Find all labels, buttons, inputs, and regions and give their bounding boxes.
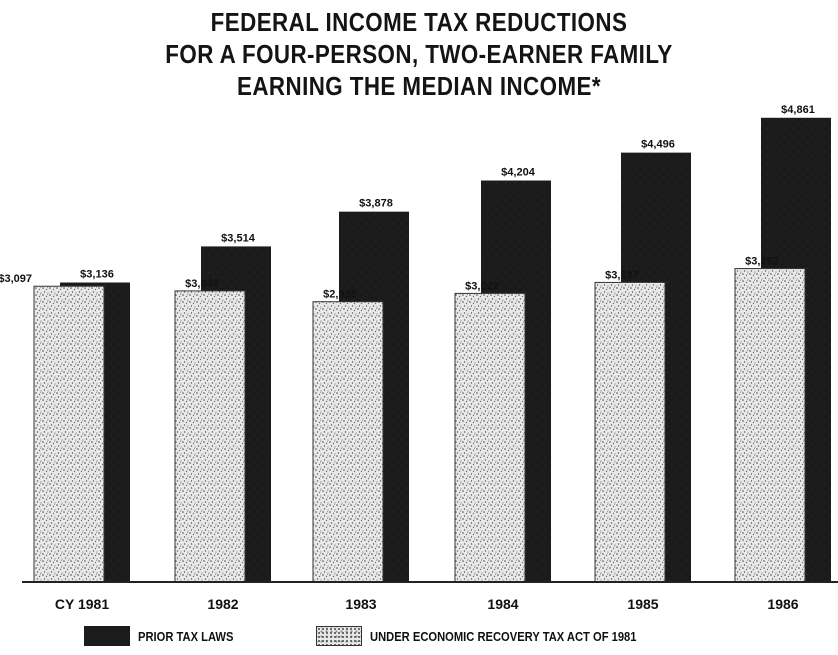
legend-swatch-erta (316, 626, 362, 646)
legend-label-prior: PRIOR TAX LAWS (138, 628, 234, 644)
legend-item-prior: PRIOR TAX LAWS (84, 626, 249, 646)
x-tick-3: 1984 (487, 596, 518, 612)
bar-erta-3 (454, 292, 526, 583)
data-label-prior-0: $3,136 (80, 269, 114, 281)
data-label-prior-5: $4,861 (781, 104, 815, 116)
data-label-prior-1: $3,514 (221, 232, 256, 244)
legend: PRIOR TAX LAWS UNDER ECONOMIC RECOVERY T… (0, 626, 838, 650)
chart-title: FEDERAL INCOME TAX REDUCTIONS FOR A FOUR… (59, 6, 780, 102)
bars-group: $3,136 $3,097 $3,514 $3,048 $3,878 $2,935 $4,2… (0, 104, 831, 583)
data-label-erta-5: $3,282 (745, 256, 779, 268)
legend-swatch-prior (84, 626, 130, 646)
data-label-prior-3: $4,204 (501, 167, 536, 179)
bar-erta-5 (734, 268, 806, 583)
legend-item-erta: UNDER ECONOMIC RECOVERY TAX ACT OF 1981 (316, 626, 680, 646)
bar-erta-0 (33, 285, 105, 583)
title-line-2: FOR A FOUR-PERSON, TWO-EARNER FAMILY (165, 39, 673, 69)
x-tick-2: 1983 (345, 596, 376, 612)
bar-erta-4 (594, 281, 666, 583)
data-label-erta-2: $2,935 (323, 289, 357, 301)
data-label-erta-4: $3,137 (605, 269, 639, 281)
x-tick-1: 1982 (207, 596, 238, 612)
x-tick-5: 1986 (767, 596, 798, 612)
x-tick-labels: CY 1981 1982 1983 1984 1985 1986 (55, 596, 799, 612)
title-line-3: EARNING THE MEDIAN INCOME* (237, 71, 601, 101)
data-label-erta-3: $3,022 (465, 280, 499, 292)
data-label-erta-1: $3,048 (185, 278, 219, 290)
bar-erta-1 (174, 290, 246, 583)
data-label-erta-0: $3,097 (0, 273, 32, 285)
legend-label-erta: UNDER ECONOMIC RECOVERY TAX ACT OF 1981 (370, 628, 637, 644)
title-line-1: FEDERAL INCOME TAX REDUCTIONS (210, 7, 628, 37)
x-tick-4: 1985 (627, 596, 658, 612)
x-tick-0: CY 1981 (55, 596, 109, 612)
data-label-prior-4: $4,496 (641, 139, 675, 151)
bar-erta-2 (312, 301, 384, 583)
data-label-prior-2: $3,878 (359, 198, 393, 210)
